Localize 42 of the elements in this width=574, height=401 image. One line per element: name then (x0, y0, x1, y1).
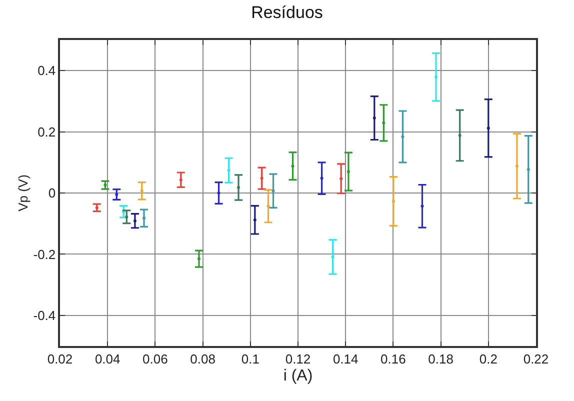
y-tick-label: 0.4 (38, 63, 56, 78)
y-tick-label: 0.2 (38, 124, 56, 140)
point (260, 176, 264, 180)
point (320, 176, 324, 180)
point (486, 126, 490, 130)
point (420, 204, 424, 208)
point (331, 255, 334, 258)
y-tick-label: -0.4 (33, 308, 56, 323)
point (340, 177, 343, 180)
x-tick-label: 0.12 (285, 351, 311, 366)
point (227, 168, 230, 172)
chart-title: Resíduos (251, 2, 323, 22)
point (142, 216, 146, 220)
point (253, 218, 256, 222)
x-tick-label: 0.02 (47, 351, 73, 366)
point (401, 135, 404, 138)
x-tick-label: 0.22 (523, 351, 549, 366)
x-tick-label: 0.08 (190, 351, 216, 366)
x-tick-label: 0.1 (241, 351, 260, 366)
y-tick-label: -0.2 (33, 246, 56, 262)
x-tick-label: 0.2 (479, 351, 498, 366)
y-axis-title: Vp (V) (16, 174, 31, 212)
point (272, 189, 275, 192)
point (217, 192, 220, 194)
point (382, 121, 386, 124)
point (458, 134, 462, 137)
y-tick-label: 0 (48, 186, 56, 201)
point (197, 257, 200, 260)
x-tick-label: 0.18 (428, 351, 454, 366)
point (515, 164, 518, 168)
x-tick-label: 0.04 (94, 351, 120, 366)
x-axis-title: i (A) (283, 368, 313, 385)
point (291, 164, 294, 168)
x-tick-label: 0.06 (142, 351, 168, 366)
point (346, 170, 350, 174)
point (372, 116, 376, 120)
x-tick-label: 0.16 (380, 351, 406, 366)
point (133, 219, 136, 222)
point (140, 189, 144, 192)
point (266, 204, 270, 208)
x-tick-label: 0.14 (332, 351, 358, 366)
point (179, 178, 182, 182)
